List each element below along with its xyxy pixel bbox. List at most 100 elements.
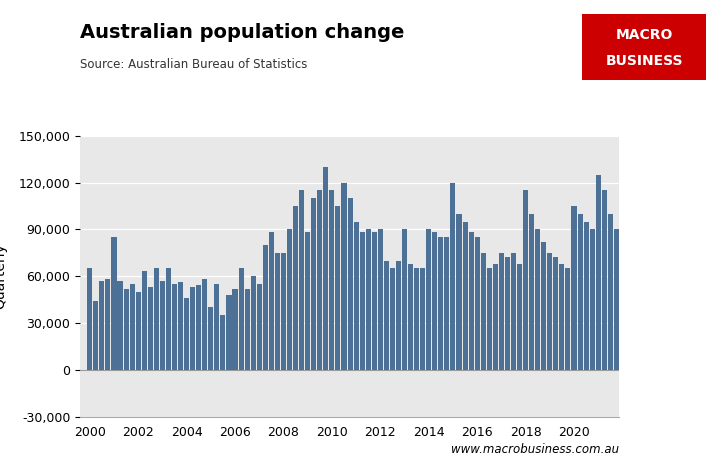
Bar — [135, 292, 141, 370]
Bar — [317, 190, 323, 370]
Bar — [559, 263, 564, 370]
Bar — [99, 281, 104, 370]
Bar — [111, 237, 116, 370]
Bar — [360, 233, 365, 370]
Bar — [499, 253, 504, 370]
Bar — [511, 253, 516, 370]
Bar — [87, 268, 92, 370]
Bar — [590, 229, 595, 370]
Bar — [596, 175, 601, 370]
Bar — [541, 242, 546, 370]
Bar — [529, 214, 534, 370]
Bar — [293, 206, 298, 370]
Bar — [632, 198, 637, 370]
Bar — [281, 253, 286, 370]
Bar — [196, 285, 201, 370]
Bar — [226, 295, 232, 370]
Bar — [299, 190, 304, 370]
Bar — [245, 289, 250, 370]
Bar — [269, 233, 274, 370]
Bar — [517, 263, 522, 370]
Text: www.macrobusiness.com.au: www.macrobusiness.com.au — [451, 443, 620, 456]
Bar — [323, 167, 328, 370]
Bar — [106, 279, 111, 370]
Bar — [475, 237, 480, 370]
Bar — [341, 183, 347, 370]
Bar — [402, 229, 407, 370]
Bar — [577, 214, 582, 370]
Bar — [608, 214, 613, 370]
Bar — [408, 263, 413, 370]
Bar — [166, 268, 171, 370]
Bar — [487, 268, 492, 370]
Bar — [444, 237, 449, 370]
Bar — [456, 214, 462, 370]
Bar — [656, 354, 661, 370]
Bar — [263, 245, 268, 370]
Bar — [626, 237, 631, 370]
Bar — [130, 284, 135, 370]
Bar — [142, 271, 147, 370]
Bar — [287, 229, 292, 370]
Bar — [462, 221, 467, 370]
Bar — [172, 284, 177, 370]
Bar — [438, 237, 443, 370]
Bar — [311, 198, 316, 370]
Y-axis label: Quarterly: Quarterly — [0, 243, 7, 309]
Bar — [232, 289, 237, 370]
Text: Source: Australian Bureau of Statistics: Source: Australian Bureau of Statistics — [80, 58, 307, 72]
Bar — [384, 261, 389, 370]
Bar — [493, 263, 498, 370]
Bar — [190, 287, 195, 370]
Bar — [124, 289, 129, 370]
Bar — [638, 190, 643, 370]
Bar — [239, 268, 244, 370]
Bar — [523, 190, 528, 370]
Bar — [620, 183, 625, 370]
Bar — [160, 281, 165, 370]
Bar — [553, 257, 558, 370]
Bar — [469, 233, 474, 370]
Bar — [329, 190, 334, 370]
Bar — [535, 229, 540, 370]
Bar — [451, 183, 456, 370]
Bar — [614, 229, 619, 370]
Text: MACRO: MACRO — [616, 28, 673, 42]
Bar — [178, 282, 183, 370]
Bar — [93, 301, 98, 370]
Bar — [644, 323, 649, 370]
Text: Australian population change: Australian population change — [80, 23, 405, 43]
Bar — [584, 221, 589, 370]
Bar — [571, 206, 577, 370]
Bar — [154, 268, 159, 370]
Bar — [432, 233, 438, 370]
Bar — [184, 298, 189, 370]
Bar — [365, 229, 371, 370]
Bar — [390, 268, 395, 370]
Bar — [117, 281, 122, 370]
Bar — [414, 268, 419, 370]
Bar — [547, 253, 553, 370]
Bar — [250, 276, 256, 370]
Bar — [208, 307, 213, 370]
Bar — [221, 315, 226, 370]
Bar — [372, 233, 377, 370]
Bar — [396, 261, 401, 370]
Bar — [148, 287, 153, 370]
Bar — [347, 198, 352, 370]
Bar — [420, 268, 425, 370]
Bar — [650, 370, 655, 401]
Bar — [426, 229, 431, 370]
Bar — [505, 257, 510, 370]
Text: BUSINESS: BUSINESS — [606, 54, 683, 68]
Bar — [202, 279, 207, 370]
Bar — [566, 268, 571, 370]
Bar — [336, 206, 341, 370]
Bar — [214, 284, 219, 370]
Bar — [602, 190, 607, 370]
Bar — [480, 253, 486, 370]
Bar — [378, 229, 383, 370]
Bar — [354, 221, 359, 370]
Bar — [305, 233, 310, 370]
Bar — [275, 253, 280, 370]
